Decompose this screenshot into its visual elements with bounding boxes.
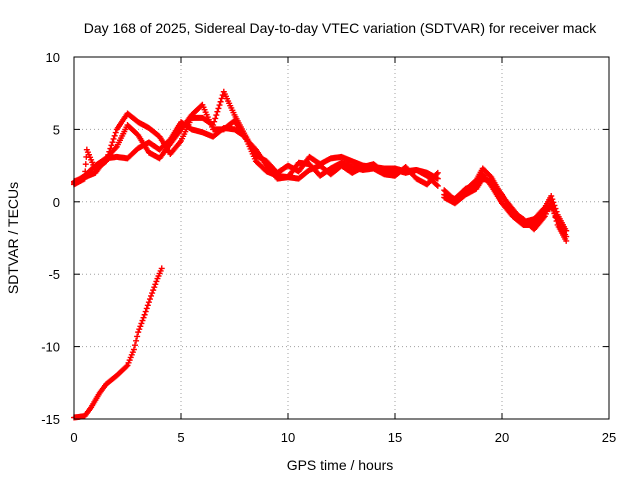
data-point [153,278,160,285]
data-point [110,135,117,142]
x-axis-label: GPS time / hours [287,457,394,473]
data-point [109,139,116,146]
data-point [133,337,140,344]
data-point [213,112,220,119]
x-tick-label: 25 [602,430,616,445]
data-point [215,105,222,112]
data-point [548,193,555,200]
data-point [241,132,248,139]
data-point [563,237,570,244]
data-point [143,305,150,312]
data-point [216,102,223,109]
data-point [433,170,440,177]
y-tick-label: 5 [53,122,60,137]
data-point [145,299,152,306]
data-point [553,218,560,225]
series-late-c [441,175,570,244]
data-point [433,181,440,188]
data-point [131,342,138,349]
data-point [136,326,143,333]
y-tick-label: -15 [41,412,60,427]
data-point [142,308,149,315]
data-point [158,265,165,272]
data-point [135,329,142,336]
data-point [434,169,441,176]
grid [74,57,609,419]
data-point [217,98,224,105]
data-point [549,202,556,209]
data-point [108,142,115,149]
data-point [152,281,159,288]
data-point [214,108,221,115]
data-point [434,175,441,182]
y-axis-label: SDTVAR / TECUs [5,182,21,294]
y-tick-label: 0 [53,195,60,210]
y-tick-label: -5 [48,267,60,282]
data-point [548,198,555,205]
chart-title: Day 168 of 2025, Sidereal Day-to-day VTE… [84,20,597,36]
data-point [151,284,158,291]
data-point [150,287,157,294]
data-point [141,311,148,318]
x-tick-label: 0 [70,430,77,445]
data-point [212,115,219,122]
data-point [148,292,155,299]
data-point [111,132,118,139]
data-point [112,129,119,136]
x-tick-label: 10 [281,430,295,445]
data-point [552,214,559,221]
x-tick-label: 15 [388,430,402,445]
plot-frame [73,56,610,420]
data-point [130,346,137,353]
data-point [146,296,153,303]
x-tick-label: 20 [495,430,509,445]
data-point [139,317,146,324]
series-low-arc [71,265,165,421]
axis-ticks: 0 5 10 15 20 25 -15 -10 -5 0 5 10 [41,50,616,445]
data-point [123,363,130,370]
series-upper-c [71,119,441,189]
data-point [550,206,557,213]
data-point [551,210,558,217]
data-point [82,161,89,168]
data-point [140,314,147,321]
data-point [434,182,441,189]
data-point [138,320,145,327]
data-points [71,88,570,421]
data-point [149,290,156,297]
data-point [134,333,141,340]
data-point [218,95,225,102]
data-point [112,144,119,151]
x-tick-label: 5 [177,430,184,445]
y-tick-label: 10 [46,50,60,65]
y-tick-label: -10 [41,340,60,355]
data-point [144,302,151,309]
data-point [137,323,144,330]
